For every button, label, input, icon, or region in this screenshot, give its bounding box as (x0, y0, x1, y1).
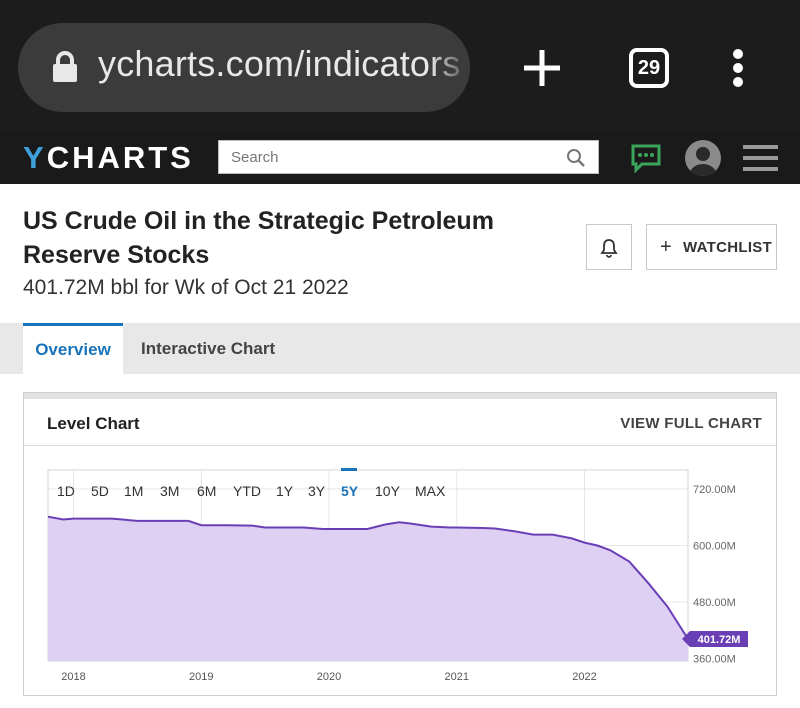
new-tab-plus-icon[interactable] (522, 48, 562, 88)
range-3m[interactable]: 3M (160, 483, 180, 499)
x-tick-label: 2019 (189, 671, 213, 683)
page-title: US Crude Oil in the Strategic Petroleum … (23, 207, 494, 269)
active-range-marker (341, 468, 357, 471)
range-1y[interactable]: 1Y (276, 483, 294, 499)
range-5y[interactable]: 5Y (341, 483, 359, 499)
tab-overview[interactable]: Overview (23, 323, 123, 374)
tab-bar: Overview Interactive Chart (0, 323, 800, 374)
search-box[interactable] (218, 140, 599, 174)
site-nav: YCHARTS (0, 132, 800, 184)
last-value-tag (682, 630, 748, 647)
y-tick-label: 480.00M (693, 597, 736, 609)
y-tick-label: 360.00M (693, 654, 736, 666)
x-tick-label: 2021 (445, 671, 469, 683)
range-10y[interactable]: 10Y (375, 483, 400, 499)
range-1d[interactable]: 1D (57, 483, 75, 499)
search-icon[interactable] (566, 148, 586, 168)
y-tick-label: 600.00M (693, 540, 736, 552)
url-text: ycharts.com/indicators (98, 43, 461, 84)
browser-toolbar: ycharts.com/indicators 29 (0, 0, 800, 132)
avatar[interactable] (685, 140, 721, 176)
range-6m[interactable]: 6M (197, 483, 217, 499)
more-vert-icon[interactable] (731, 48, 745, 88)
range-ytd[interactable]: YTD (233, 483, 261, 499)
series-area (48, 516, 688, 661)
panel-title: Level Chart (47, 414, 140, 433)
hamburger-menu-icon[interactable] (743, 143, 778, 173)
x-tick-label: 2022 (572, 671, 596, 683)
tabs-counter-button[interactable]: 29 (629, 48, 669, 88)
tab-interactive-chart[interactable]: Interactive Chart (141, 339, 276, 358)
level-chart-panel: Level Chart VIEW FULL CHART 720.00M 600.0… (23, 392, 777, 696)
series-line (47, 515, 689, 640)
level-chart: 720.00M 600.00M 480.00M 360.00M 2018 2019 2020… (47, 469, 748, 683)
search-input[interactable] (219, 141, 559, 173)
alert-button[interactable] (586, 224, 632, 270)
x-tick-label: 2018 (61, 671, 85, 683)
latest-value: 401.72M bbl for Wk of Oct 21 2022 (23, 276, 349, 299)
lock-icon (53, 51, 77, 82)
ycharts-logo[interactable]: YCHARTS (23, 140, 194, 175)
y-tick-label: 720.00M (693, 484, 736, 496)
x-tick-label: 2020 (317, 671, 341, 683)
range-1m[interactable]: 1M (124, 483, 144, 499)
user-icon (689, 147, 717, 176)
view-full-chart-link[interactable]: VIEW FULL CHART (620, 415, 762, 432)
range-5d[interactable]: 5D (91, 483, 109, 499)
address-bar[interactable]: ycharts.com/indicators (18, 23, 470, 112)
range-max[interactable]: MAX (415, 483, 446, 499)
range-3y[interactable]: 3Y (308, 483, 326, 499)
chat-icon[interactable] (630, 143, 662, 173)
watchlist-label: WATCHLIST (683, 239, 773, 256)
watchlist-button[interactable]: + WATCHLIST (646, 224, 777, 270)
last-value-label: 401.72M (698, 634, 741, 646)
plus-icon: + (660, 236, 672, 258)
bell-icon (600, 239, 618, 258)
